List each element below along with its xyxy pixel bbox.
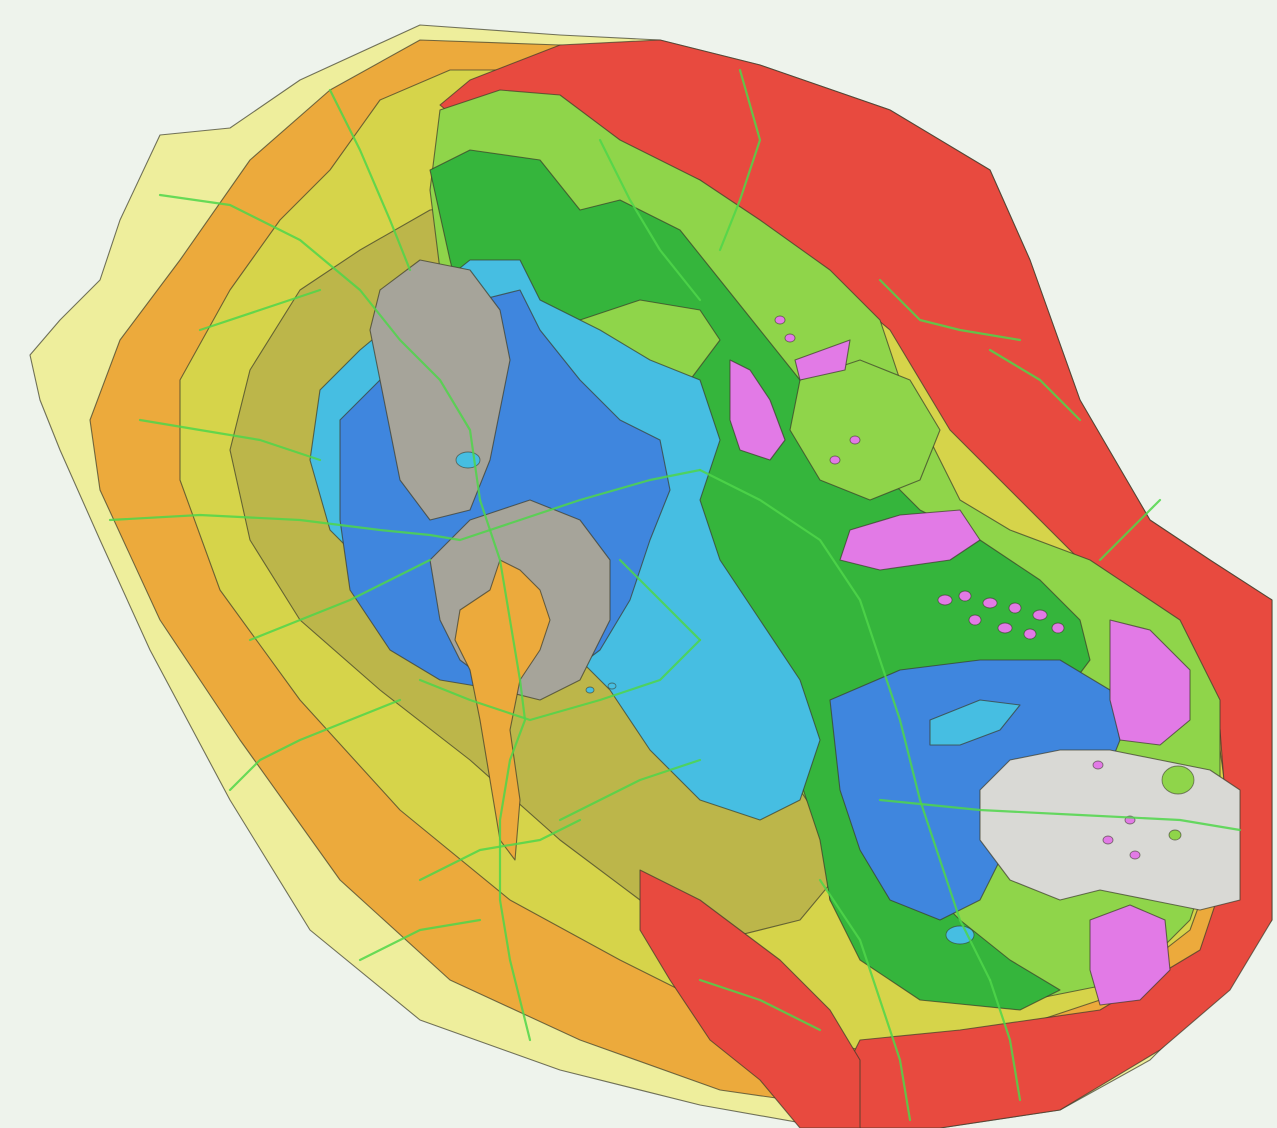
road-path [988,978,1022,1102]
road-path [698,978,822,1032]
road-path [418,638,702,722]
pink-zone-east [1109,619,1191,746]
road-path [418,818,582,882]
road-path [478,498,532,1042]
pink-zone-mid [839,509,981,571]
road-path [158,193,482,502]
light-green-spots [1161,765,1195,841]
pink-zone-north-strip [794,339,851,381]
road-network [108,68,1242,1122]
red-zone-south-tongue [639,869,861,1128]
road-path [1098,498,1162,562]
light-green-patch-east [789,359,941,501]
road-path [328,88,412,272]
road-path [878,798,1242,832]
road-path [878,278,1022,342]
road-path [698,468,992,982]
road-path [818,878,912,1122]
road-path [108,468,702,542]
road-path [718,68,762,252]
road-path [228,698,402,792]
pink-spots [774,315,1141,860]
road-path [598,138,702,302]
road-path [358,918,482,962]
pink-zone-north [729,359,786,461]
road-path [138,418,322,462]
road-path [988,348,1082,422]
road-path [248,558,432,642]
pink-zone-south [1089,904,1171,1006]
road-path [558,758,702,822]
light-blue-zone-southeast [929,699,1021,746]
road-path [618,558,702,642]
road-path [198,288,322,332]
